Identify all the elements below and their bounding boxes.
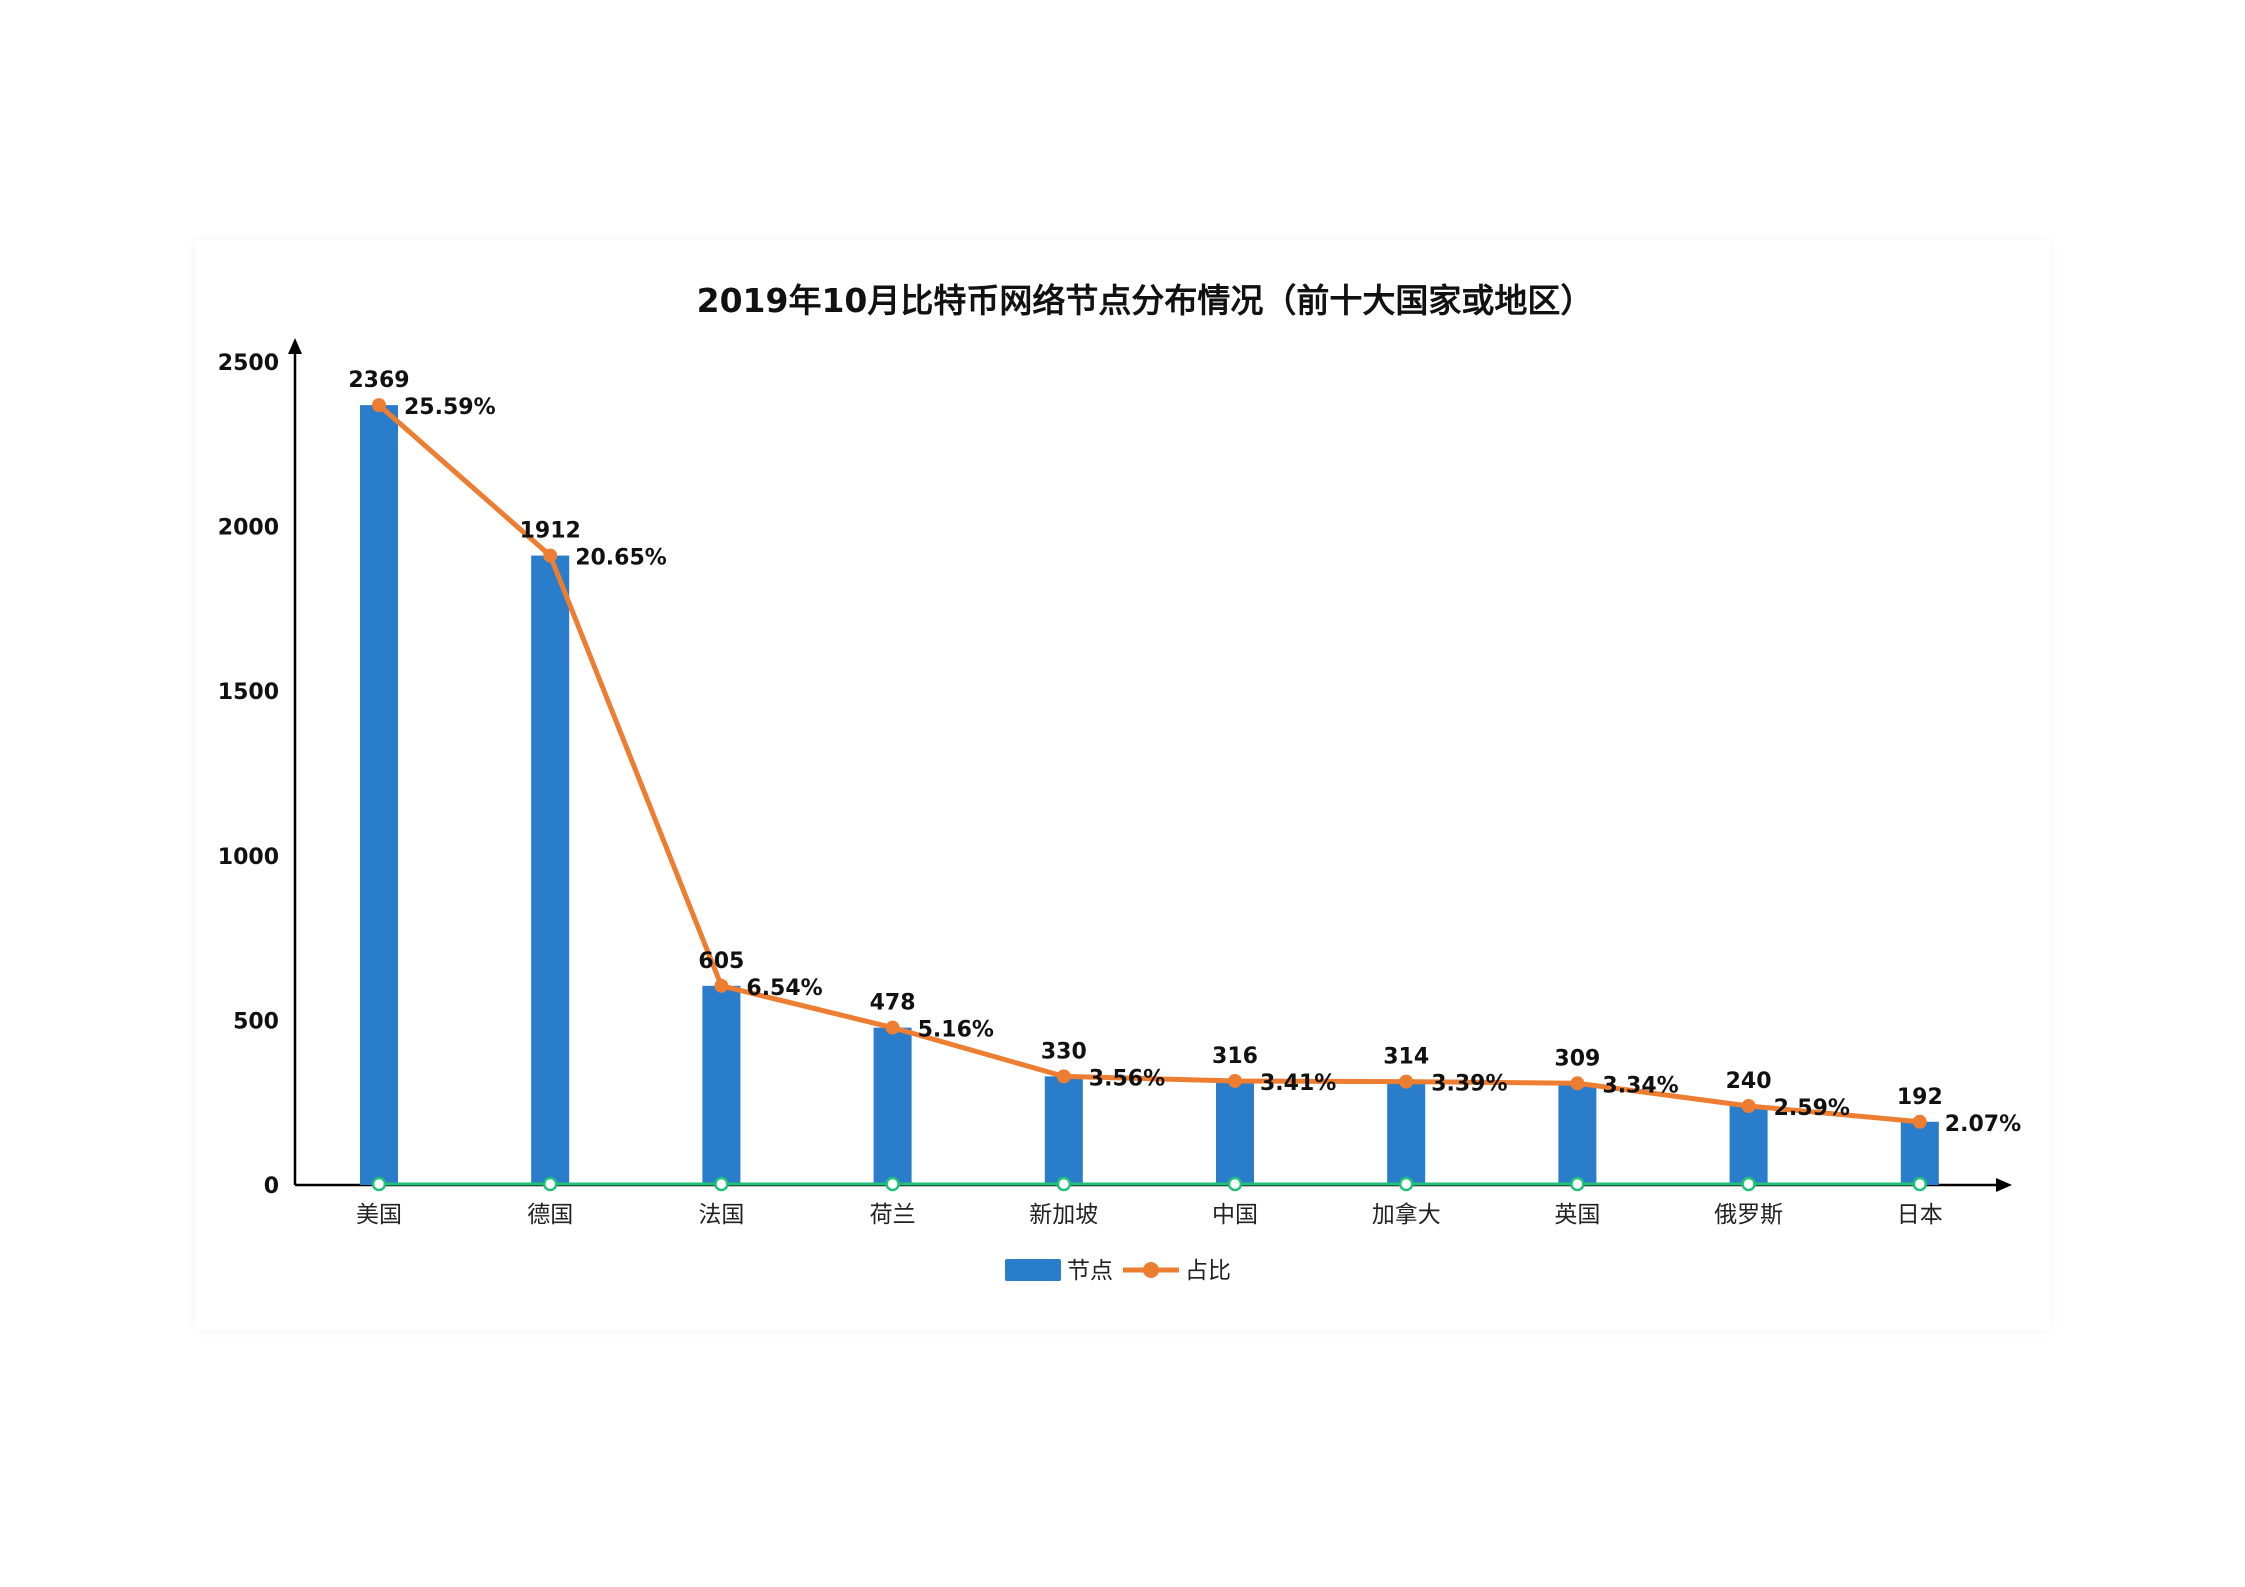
y-tick-label: 1500 [218,680,279,705]
bar-series [360,405,1939,1185]
x-axis-arrow [1996,1178,2012,1192]
axes: 0 500 1000 1500 2000 2500 美国 德国 法国 荷兰 新加坡 中国 加拿大 英国 俄罗… [218,338,2012,1228]
x-tick-label: 英国 [1554,1202,1600,1228]
bar-value-label: 316 [1212,1044,1258,1069]
bar [1216,1080,1254,1185]
line-series [372,398,1927,1129]
chart-card: 2019年10月比特币网络节点分布情况（前十大国家或地区） 0 500 1000 15… [195,240,2050,1330]
baseline-point [1570,1176,1585,1192]
data-labels: 2369 1912 605 478 330 316 314 309 240 192 25.59% 20… [348,368,2021,1137]
bar [1729,1105,1768,1185]
legend-swatch-bar [1005,1259,1061,1281]
x-tick-label: 新加坡 [1029,1202,1098,1228]
line-point [1570,1076,1585,1091]
baseline-point [1398,1176,1414,1192]
percent-label: 20.65% [575,546,667,571]
percent-label: 5.16% [918,1018,994,1043]
percent-label: 2.59% [1774,1096,1850,1121]
baseline-point [1227,1176,1243,1192]
x-tick-label: 中国 [1212,1202,1258,1228]
x-tick-label: 加拿大 [1372,1201,1441,1228]
chart-title: 2019年10月比特币网络节点分布情况（前十大国家或地区） [697,281,1594,320]
bar-value-label: 314 [1383,1045,1429,1070]
percent-label: 6.54% [746,976,822,1001]
y-tick-label: 0 [264,1174,279,1199]
bar [360,405,398,1185]
y-tick-label: 500 [233,1009,279,1034]
baseline-point [714,1176,729,1192]
chart-svg: 2019年10月比特币网络节点分布情况（前十大国家或地区） 0 500 1000 15… [218,281,2021,1284]
legend-swatch-marker [1143,1262,1159,1278]
line-point [1741,1098,1756,1113]
x-tick-label: 俄罗斯 [1714,1202,1783,1228]
percent-label: 25.59% [404,395,496,420]
x-tick-label: 美国 [356,1202,402,1228]
y-axis-arrow [288,338,302,354]
line-point [1912,1114,1927,1129]
bar [1900,1121,1939,1185]
baseline-point [885,1176,900,1192]
percent-label: 3.39% [1431,1072,1507,1097]
y-tick-label: 2000 [218,516,279,541]
line-point [1056,1069,1071,1084]
bar [873,1027,912,1185]
bar [1558,1083,1597,1185]
legend: 节点 占比 [1005,1258,1231,1284]
y-tick-label: 2500 [218,351,279,376]
line-point [543,548,558,563]
line-point [885,1020,900,1035]
bar [702,985,741,1185]
percent-label: 3.34% [1602,1073,1678,1098]
line-point [714,978,729,993]
percent-label: 3.41% [1260,1071,1336,1096]
line-point [1228,1073,1242,1088]
bar-value-label: 192 [1897,1085,1943,1110]
bar-value-label: 240 [1726,1069,1772,1094]
x-tick-label: 德国 [527,1202,573,1228]
bar [531,555,570,1185]
bar-value-label: 330 [1041,1039,1087,1064]
line-point [372,398,386,413]
legend-label-line: 占比 [1185,1258,1231,1284]
percent-label: 3.56% [1089,1066,1165,1091]
line-point [1399,1074,1414,1089]
bar-value-label: 1912 [520,519,581,544]
bar-value-label: 309 [1554,1046,1600,1071]
percent-label: 2.07% [1945,1112,2021,1137]
bar [1044,1076,1083,1185]
legend-label-bar: 节点 [1067,1258,1113,1284]
baseline-point [1056,1176,1072,1192]
x-tick-label: 法国 [698,1202,744,1228]
y-tick-label: 1000 [218,845,279,870]
bar-value-label: 2369 [348,368,409,393]
baseline-point [371,1176,387,1192]
bar-value-label: 478 [870,991,916,1016]
x-tick-label: 日本 [1897,1202,1943,1228]
bar-value-label: 605 [698,949,744,974]
bar [1387,1081,1426,1185]
line-path [377,403,1921,1125]
x-tick-label: 荷兰 [870,1202,916,1228]
baseline-point [1912,1176,1928,1192]
baseline-series [371,1176,1928,1192]
baseline-point [1741,1176,1756,1192]
baseline-point [542,1176,558,1192]
